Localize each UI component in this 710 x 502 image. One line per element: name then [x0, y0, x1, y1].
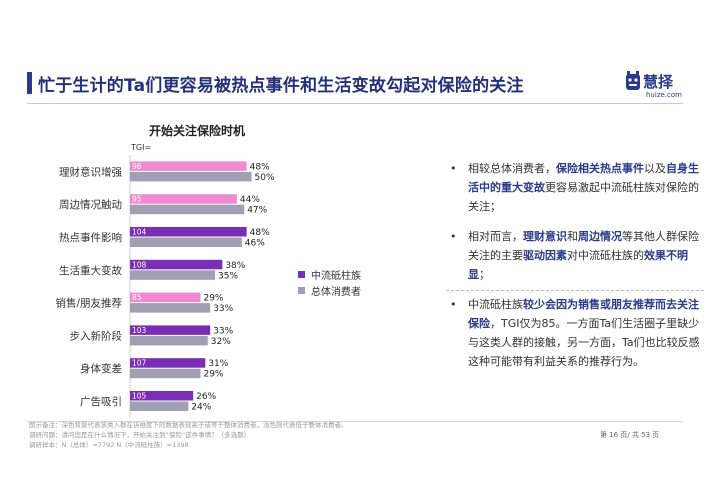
bar-secondary	[130, 368, 201, 379]
bar-primary	[130, 391, 194, 401]
category-label: 理财意识增强	[59, 165, 122, 178]
category-label: 身体变差	[80, 362, 122, 375]
highlight-text: 较少会因为销售或朋友推荐而去关注保险	[468, 298, 699, 330]
tgi-value-label: 108	[132, 260, 147, 269]
title-accent-bar	[27, 72, 32, 94]
highlight-text: 自身生活中的重大变故	[468, 162, 699, 194]
bar-secondary-value-label: 29%	[203, 370, 223, 380]
insight-bullet: • 相较总体消费者，保险相关热点事件以及自身生活中的重大变故更容易激起中流砥柱族对…	[446, 159, 704, 216]
tgi-value-label: 85	[132, 293, 142, 302]
tgi-value-label: 105	[132, 392, 147, 401]
legend-label-secondary: 总体消费者	[311, 286, 361, 298]
tgi-value-label: 103	[132, 326, 147, 335]
bar-secondary	[130, 401, 189, 411]
page-title: 忙于生计的Ta们更容易被热点事件和生活变故勾起对保险的关注	[38, 76, 524, 96]
brand-name: 慧择	[643, 73, 674, 91]
highlight-text: 理财意识	[523, 230, 567, 243]
bullet-marker: •	[450, 298, 457, 311]
legend-swatch-primary	[298, 270, 305, 278]
bar-secondary	[130, 171, 252, 182]
category-label: 广告吸引	[80, 395, 122, 408]
bullet-text: 等其他人群保险关注的主要	[468, 230, 699, 262]
highlight-text: 周边情况	[578, 230, 622, 243]
category-label: 生活重大变故	[59, 264, 122, 277]
bullet-text: 和	[567, 230, 578, 243]
bullet-text: 更容易激起中流砥柱族对保险的关注；	[468, 181, 699, 213]
bullet-text: ；	[479, 268, 490, 281]
highlight-text: 驱动因素	[523, 249, 567, 262]
brand-url: huize.com	[646, 91, 682, 99]
bullet-text: 中流砥柱族	[468, 298, 523, 311]
insight-bullet: • 中流砥柱族较少会因为销售或朋友推荐而去关注保险，TGI仅为85。一方面Ta们生…	[446, 295, 704, 371]
bullet-text: 以及	[644, 162, 666, 175]
bar-secondary-value-label: 46%	[245, 239, 265, 249]
bar-secondary-value-label: 47%	[247, 206, 267, 216]
bar-secondary-value-label: 32%	[211, 337, 231, 347]
huize-logo-icon	[626, 71, 640, 90]
legend-swatch-secondary	[298, 286, 305, 294]
chart-title: 开始关注保险时机	[149, 124, 246, 138]
highlight-text: 效果不明显	[468, 249, 688, 281]
category-label: 销售/朋友推荐	[55, 297, 122, 310]
footer-question: 调研问题：请问您是在什么情况下，开始关注到“保险”这件事情？（多选题）	[29, 431, 251, 439]
bar-primary-value-label: 48%	[250, 162, 270, 172]
bullet-text: 相对而言，	[468, 230, 523, 243]
tgi-value-label: 95	[132, 195, 142, 204]
bar-secondary	[130, 237, 242, 247]
legend-item-primary: 中流砥柱族	[298, 266, 361, 282]
category-label: 热点事件影响	[59, 231, 122, 244]
bar-primary	[130, 259, 223, 270]
bullet-text: 对中流砥柱族的	[567, 249, 644, 262]
bar-primary-value-label: 38%	[225, 261, 245, 271]
bullet-text: ，TGI仅为85。一方面Ta们生活圈子里缺少与这类人群的接触，另一方面，Ta们也…	[468, 317, 700, 368]
tgi-value-label: 104	[132, 228, 147, 237]
category-label: 周边情况触动	[59, 198, 122, 211]
tgi-value-label: 107	[132, 359, 147, 368]
bullet-marker: •	[450, 230, 457, 243]
highlight-text: 保险相关热点事件	[556, 162, 644, 175]
bar-secondary	[130, 270, 216, 280]
page-number: 第 16 页/ 共 53 页	[600, 431, 660, 439]
bar-primary	[130, 358, 206, 368]
bullet-text: 相较总体消费者，	[468, 162, 556, 175]
bar-primary	[130, 325, 211, 335]
legend-label-primary: 中流砥柱族	[311, 270, 361, 282]
bar-primary-value-label: 31%	[208, 359, 228, 369]
category-label: 步入新阶段	[70, 329, 123, 342]
bullet-marker: •	[450, 162, 457, 175]
bar-primary-value-label: 44%	[240, 195, 260, 205]
bar-primary-value-label: 29%	[203, 294, 223, 304]
bar-primary-value-label: 48%	[250, 228, 270, 238]
footer-divider	[27, 421, 683, 422]
bar-secondary-value-label: 35%	[218, 271, 238, 281]
bullet-divider	[446, 290, 704, 291]
bar-secondary	[130, 335, 208, 346]
insight-list: • 相较总体消费者，保险相关热点事件以及自身生活中的重大变故更容易激起中流砥柱族对…	[446, 159, 704, 382]
bar-primary-value-label: 26%	[196, 392, 216, 402]
bar-secondary-value-label: 33%	[213, 304, 233, 314]
bar-secondary-value-label: 24%	[191, 403, 211, 413]
bar-primary-value-label: 33%	[213, 326, 233, 336]
insight-bullet: • 相对而言，理财意识和周边情况等其他人群保险关注的主要驱动因素对中流砥柱族的效果…	[446, 227, 704, 284]
footer-sample: 调研样本：N（总体）=7792 N（中流砥柱族）=1398	[29, 441, 189, 449]
bar-chart: TGI=理财意识增强 96 48%50%周边情况触动 95 44%47%热点事件影响 10…	[55, 143, 275, 418]
chart-legend: 中流砥柱族 总体消费者	[298, 266, 361, 298]
bar-primary	[130, 292, 201, 303]
bar-primary	[130, 194, 237, 204]
bar-secondary	[130, 303, 211, 313]
footer-note: 图示备注：深色背景代表该类人群在该维度下的数据表现高于或等于整体消费者，浅色则代…	[29, 421, 348, 429]
bar-secondary-value-label: 50%	[255, 173, 275, 183]
tgi-value-label: 96	[132, 162, 142, 171]
bar-primary	[130, 161, 247, 171]
bar-primary	[130, 227, 247, 237]
legend-item-secondary: 总体消费者	[298, 282, 361, 298]
header-divider	[27, 103, 683, 104]
tgi-header-label: TGI=	[130, 143, 151, 152]
bar-secondary	[130, 204, 245, 215]
